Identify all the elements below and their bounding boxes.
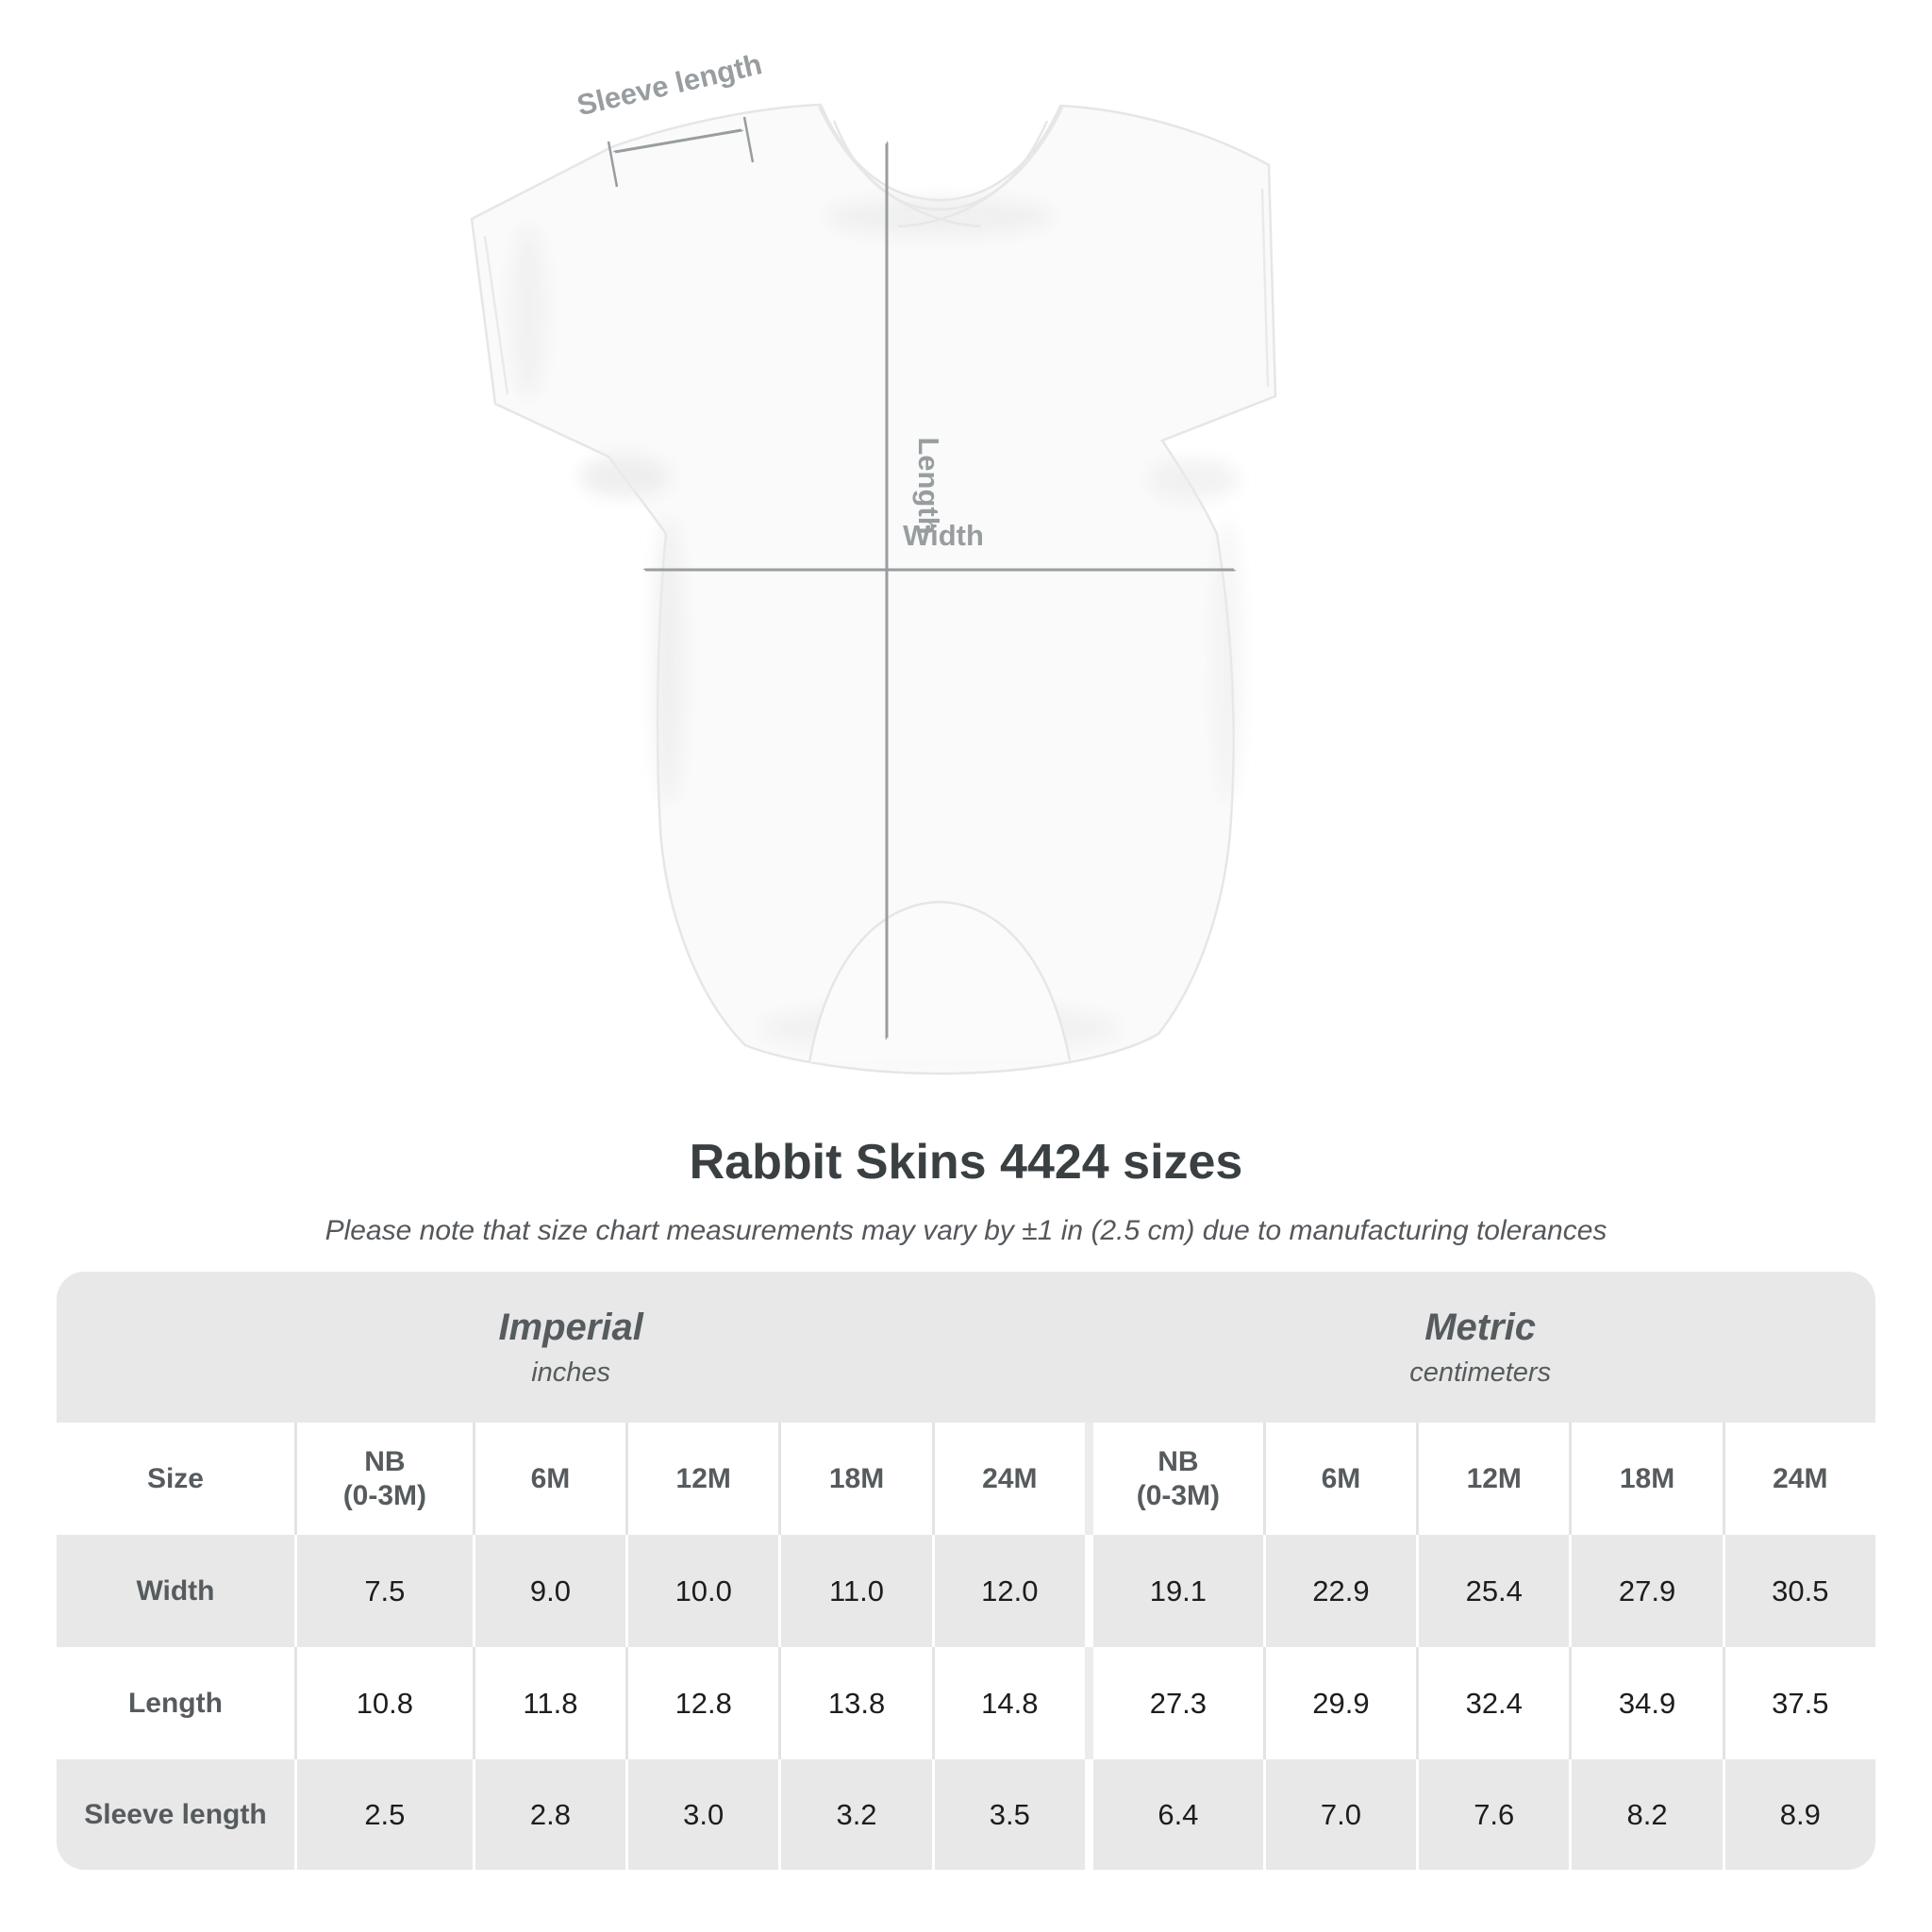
width-label: Width bbox=[903, 519, 984, 552]
page-title: Rabbit Skins 4424 sizes bbox=[689, 1135, 1243, 1190]
row-label-length: Length bbox=[127, 1687, 223, 1719]
length-18m-metric: 34.9 bbox=[1569, 1647, 1722, 1759]
col-header-18m-metric: 18M bbox=[1569, 1423, 1722, 1535]
sleeve-length-label: Sleeve length bbox=[574, 47, 765, 122]
length-12m-metric: 32.4 bbox=[1416, 1647, 1569, 1759]
metric-unit: centimeters bbox=[1409, 1357, 1552, 1388]
metric-label: Metric bbox=[1424, 1306, 1537, 1348]
sleeve-length-tick-right bbox=[742, 116, 755, 163]
onesie-cuff-seams bbox=[483, 188, 1270, 395]
width-nb-imperial: 7.5 bbox=[293, 1535, 473, 1647]
length-6m-imperial: 11.8 bbox=[472, 1647, 625, 1759]
col-header-6m-imperial: 6M bbox=[472, 1423, 625, 1535]
sleeve-6m-imperial: 2.8 bbox=[472, 1759, 625, 1870]
sleeve-12m-metric: 7.6 bbox=[1416, 1759, 1569, 1870]
page-subtitle: Please note that size chart measurements… bbox=[325, 1215, 1607, 1246]
length-24m-metric: 37.5 bbox=[1722, 1647, 1875, 1759]
size-header-row: Size NB (0-3M) 6M 12M 18M 24M NB (0-3M) … bbox=[57, 1423, 1875, 1535]
table-row-width: Width 7.5 9.0 10.0 11.0 12.0 19.1 22.9 2… bbox=[57, 1535, 1875, 1647]
size-header-cell: Size bbox=[146, 1462, 204, 1494]
width-18m-metric: 27.9 bbox=[1569, 1535, 1722, 1647]
measurement-annotations bbox=[607, 116, 1234, 1038]
sleeve-18m-imperial: 3.2 bbox=[778, 1759, 931, 1870]
length-6m-metric: 29.9 bbox=[1262, 1647, 1416, 1759]
width-12m-metric: 25.4 bbox=[1416, 1535, 1569, 1647]
sleeve-18m-metric: 8.2 bbox=[1569, 1759, 1722, 1870]
length-24m-imperial: 14.8 bbox=[931, 1647, 1085, 1759]
col-header-18m-imperial: 18M bbox=[778, 1423, 931, 1535]
length-18m-imperial: 13.8 bbox=[778, 1647, 931, 1759]
col-header-24m-metric: 24M bbox=[1722, 1423, 1875, 1535]
length-12m-imperial: 12.8 bbox=[625, 1647, 778, 1759]
row-label-sleeve-length: Sleeve length bbox=[84, 1798, 267, 1830]
sleeve-length-arrow bbox=[615, 130, 741, 152]
width-12m-imperial: 10.0 bbox=[625, 1535, 778, 1647]
imperial-unit: inches bbox=[531, 1357, 611, 1388]
sleeve-length-tick-left bbox=[607, 141, 619, 188]
length-label: Length bbox=[912, 437, 945, 534]
col-header-12m-imperial: 12M bbox=[625, 1423, 778, 1535]
width-24m-imperial: 12.0 bbox=[931, 1535, 1085, 1647]
sleeve-nb-metric: 6.4 bbox=[1084, 1759, 1263, 1870]
imperial-label: Imperial bbox=[498, 1306, 643, 1348]
width-24m-metric: 30.5 bbox=[1722, 1535, 1875, 1647]
sleeve-6m-metric: 7.0 bbox=[1262, 1759, 1416, 1870]
row-label-width: Width bbox=[136, 1574, 215, 1607]
metric-section-header: Metric centimeters bbox=[1085, 1272, 1875, 1423]
width-18m-imperial: 11.0 bbox=[778, 1535, 931, 1647]
sleeve-24m-metric: 8.9 bbox=[1722, 1759, 1875, 1870]
onesie-crotch-flap bbox=[808, 900, 1072, 1063]
sleeve-24m-imperial: 3.5 bbox=[931, 1759, 1085, 1870]
col-header-nb-metric: NB (0-3M) bbox=[1084, 1423, 1263, 1535]
col-header-12m-metric: 12M bbox=[1416, 1423, 1569, 1535]
table-row-length: Length 10.8 11.8 12.8 13.8 14.8 27.3 29.… bbox=[57, 1647, 1875, 1759]
width-6m-imperial: 9.0 bbox=[472, 1535, 625, 1647]
unit-header-row: Imperial inches Metric centimeters bbox=[57, 1272, 1875, 1423]
length-nb-imperial: 10.8 bbox=[293, 1647, 473, 1759]
col-header-nb-imperial: NB (0-3M) bbox=[293, 1423, 473, 1535]
sleeve-12m-imperial: 3.0 bbox=[625, 1759, 778, 1870]
imperial-section-header: Imperial inches bbox=[57, 1272, 1085, 1423]
col-header-24m-imperial: 24M bbox=[931, 1423, 1085, 1535]
length-nb-metric: 27.3 bbox=[1084, 1647, 1263, 1759]
col-header-6m-metric: 6M bbox=[1262, 1423, 1416, 1535]
table-row-sleeve-length: Sleeve length 2.5 2.8 3.0 3.2 3.5 6.4 7.… bbox=[57, 1759, 1875, 1870]
width-nb-metric: 19.1 bbox=[1084, 1535, 1263, 1647]
onesie-illustration: Sleeve length Length Width bbox=[470, 47, 1277, 1075]
size-table: Imperial inches Metric centimeters Size … bbox=[57, 1272, 1875, 1870]
sleeve-nb-imperial: 2.5 bbox=[293, 1759, 473, 1870]
width-6m-metric: 22.9 bbox=[1262, 1535, 1416, 1647]
